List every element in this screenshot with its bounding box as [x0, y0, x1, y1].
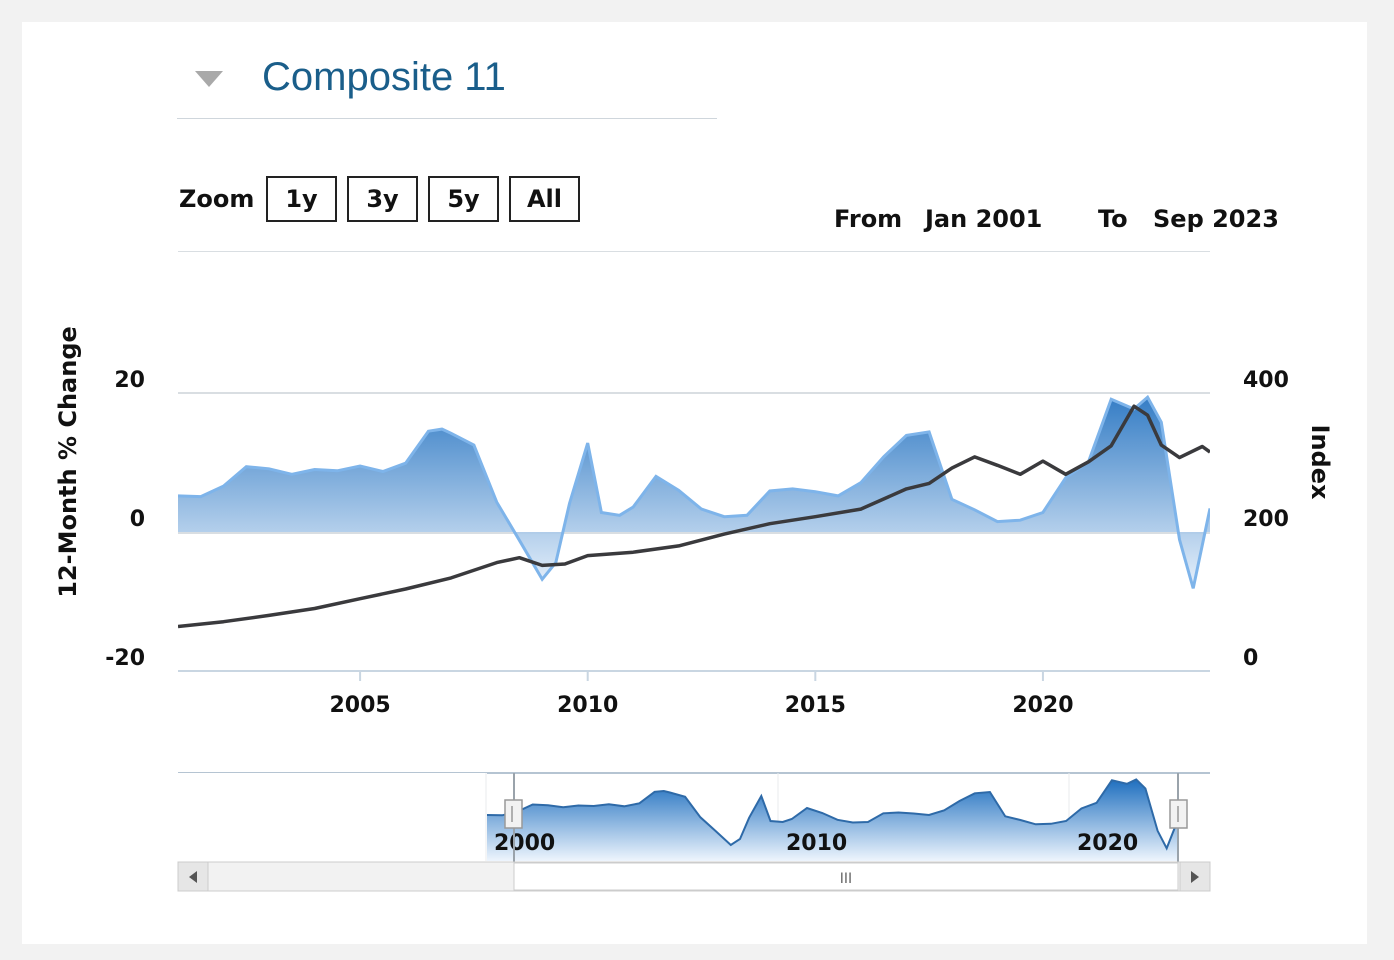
navigator-tick-label: 2000: [494, 831, 555, 856]
x-tick-label: 2010: [557, 693, 618, 718]
scroll-left-arrow-icon: [189, 871, 197, 883]
navigator-tick-label: 2020: [1077, 831, 1138, 856]
y-left-tick-label: 20: [114, 368, 145, 393]
range-to-label: To: [1098, 205, 1128, 233]
scroll-right-arrow-icon: [1191, 871, 1199, 883]
range-from-input[interactable]: Jan 2001: [925, 205, 1043, 233]
pct-change-line: [178, 394, 1210, 589]
zoom-3y-button[interactable]: 3y: [347, 176, 418, 222]
y-right-tick-label: 400: [1243, 368, 1289, 393]
navigator-line: [487, 778, 1179, 851]
zoom-all-button[interactable]: All: [509, 176, 580, 222]
y-right-tick-label: 0: [1243, 646, 1258, 671]
dropdown-caret-icon[interactable]: [195, 71, 223, 87]
navigator-tick-label: 2010: [786, 831, 847, 856]
title-row: Composite 11: [177, 55, 717, 119]
index-line: [178, 404, 1210, 629]
y-left-tick-label: -20: [105, 646, 145, 671]
x-tick-label: 2005: [329, 693, 390, 718]
y-left-tick-label: 0: [130, 507, 145, 532]
zoom-label: Zoom: [179, 185, 255, 213]
range-from-label: From: [834, 205, 903, 233]
pct-change-area: [178, 397, 1210, 589]
y-right-tick-label: 200: [1243, 507, 1289, 532]
x-tick-label: 2015: [785, 693, 846, 718]
scrollbar-thumb[interactable]: [513, 862, 1179, 891]
navigator-area: [487, 779, 1178, 861]
navigator-empty-region: [178, 773, 487, 861]
zoom-5y-button[interactable]: 5y: [428, 176, 499, 222]
x-tick-label: 2020: [1012, 693, 1073, 718]
navigator-left-handle[interactable]: [504, 799, 523, 829]
toolbar-divider: [178, 251, 1210, 252]
scrollbar-thumb-grip: III: [840, 871, 852, 887]
page-title[interactable]: Composite 11: [262, 55, 506, 99]
zoom-1y-button[interactable]: 1y: [266, 176, 337, 222]
range-to-input[interactable]: Sep 2023: [1153, 205, 1279, 233]
